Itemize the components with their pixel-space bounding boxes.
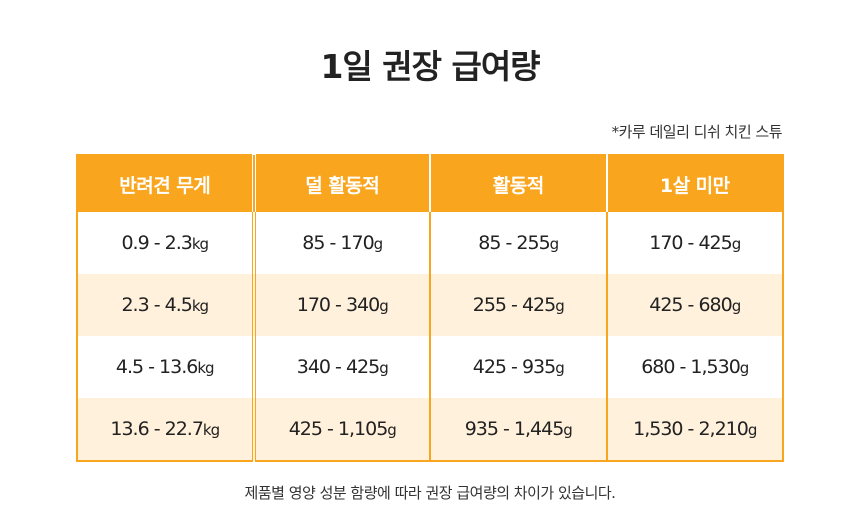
table-cell: 1,530 - 2,210g <box>605 398 783 461</box>
header-less-active: 덜 활동적 <box>251 155 430 212</box>
cell-value: 255 - 425 <box>472 294 556 316</box>
cell-value: 2.3 - 4.5 <box>121 294 192 316</box>
cell-value: 340 - 425 <box>296 356 380 378</box>
product-note: *카루 데일리 디쉬 치킨 스튜 <box>611 123 783 141</box>
cell-unit: g <box>731 235 741 253</box>
cell-value: 13.6 - 22.7 <box>110 418 204 440</box>
table-row: 13.6 - 22.7kg 425 - 1,105g 935 - 1,445g 1,5… <box>77 398 783 461</box>
table-cell: 935 - 1,445g <box>429 398 607 461</box>
table-cell: 2.3 - 4.5kg <box>77 274 254 336</box>
cell-value: 85 - 170 <box>302 232 374 254</box>
cell-unit: kg <box>202 421 220 439</box>
table-cell: 170 - 425g <box>605 212 783 274</box>
footnote: 제품별 영양 성분 함량에 따라 권장 급여량의 차이가 있습니다. <box>244 484 616 502</box>
cell-value: 4.5 - 13.6 <box>115 356 198 378</box>
table-row: 4.5 - 13.6kg 340 - 425g 425 - 935g 680 - 1,… <box>77 336 783 398</box>
cell-value: 425 - 1,105 <box>288 418 389 440</box>
cell-value: 170 - 425 <box>649 232 732 254</box>
table-cell: 85 - 255g <box>429 212 607 274</box>
cell-value: 170 - 340 <box>296 294 380 316</box>
cell-unit: g <box>739 359 749 377</box>
cell-value: 680 - 1,530 <box>641 356 741 378</box>
page-title: 1일 권장 급여량 <box>320 47 540 86</box>
table-cell: 255 - 425g <box>429 274 607 336</box>
table-row: 2.3 - 4.5kg 170 - 340g 255 - 425g 425 - 680… <box>77 274 783 336</box>
table-cell: 425 - 1,105g <box>251 398 430 461</box>
cell-unit: g <box>379 297 388 315</box>
cell-unit: g <box>747 421 757 439</box>
cell-unit: kg <box>191 297 209 315</box>
table-cell: 170 - 340g <box>251 274 430 336</box>
cell-unit: g <box>555 297 564 315</box>
table-cell: 680 - 1,530g <box>605 336 783 398</box>
cell-value: 425 - 935 <box>472 356 556 378</box>
table-cell: 340 - 425g <box>251 336 430 398</box>
cell-value: 85 - 255 <box>478 232 550 254</box>
cell-unit: g <box>731 297 741 315</box>
feeding-table: 반려견 무게 덜 활동적 활동적 1살 미만 0.9 - 2.3kg 85 - 1… <box>76 154 784 462</box>
cell-unit: g <box>379 359 388 377</box>
table-cell: 85 - 170g <box>251 212 430 274</box>
table-cell: 0.9 - 2.3kg <box>77 212 254 274</box>
table-cell: 13.6 - 22.7kg <box>77 398 254 461</box>
cell-unit: kg <box>191 235 209 253</box>
cell-unit: g <box>387 421 396 439</box>
table-cell: 4.5 - 13.6kg <box>77 336 254 398</box>
header-active: 활동적 <box>429 155 607 212</box>
table-cell: 425 - 935g <box>429 336 607 398</box>
cell-value: 0.9 - 2.3 <box>121 232 192 254</box>
cell-unit: g <box>549 235 559 253</box>
cell-unit: kg <box>197 359 214 377</box>
header-under-1-year: 1살 미만 <box>605 155 783 212</box>
cell-value: 935 - 1,445 <box>464 418 565 440</box>
cell-unit: g <box>563 421 572 439</box>
cell-value: 425 - 680 <box>649 294 732 316</box>
cell-unit: g <box>555 359 564 377</box>
table-row: 0.9 - 2.3kg 85 - 170g 85 - 255g 170 - 425g <box>77 212 783 274</box>
cell-value: 1,530 - 2,210 <box>633 418 749 440</box>
header-weight: 반려견 무게 <box>77 155 254 212</box>
cell-unit: g <box>373 235 383 253</box>
table-cell: 425 - 680g <box>605 274 783 336</box>
table-header-row: 반려견 무게 덜 활동적 활동적 1살 미만 <box>77 155 783 212</box>
